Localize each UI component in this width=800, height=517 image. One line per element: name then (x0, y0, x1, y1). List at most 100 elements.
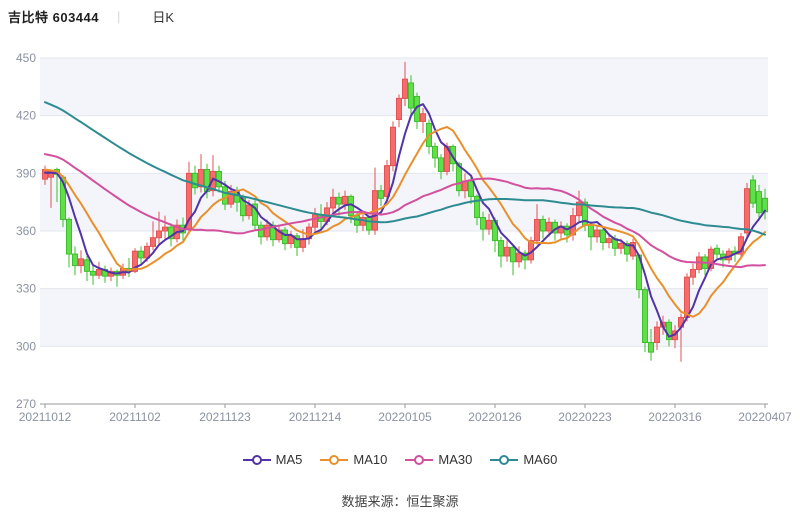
candle-body (408, 82, 414, 109)
legend-item-ma5[interactable]: MA5 (242, 452, 303, 467)
candle-body (138, 250, 144, 259)
data-source-note: 数据来源：恒生聚源 (341, 494, 459, 509)
candle-body (192, 172, 198, 189)
candle-body (690, 268, 696, 278)
candle-body (66, 218, 72, 255)
candle-body (642, 289, 648, 343)
y-axis-label: 300 (16, 339, 36, 353)
candle-body (264, 224, 270, 238)
candle-body (366, 217, 372, 231)
x-axis-label: 20211012 (19, 410, 72, 424)
legend-item-ma30[interactable]: MA30 (405, 452, 472, 467)
candle-body (450, 145, 456, 165)
x-axis-label: 20211102 (109, 410, 161, 424)
legend-line-marker-icon (490, 454, 519, 465)
x-axis-label: 20220316 (648, 410, 702, 424)
candle-body (756, 191, 762, 214)
ma5-line (44, 103, 766, 338)
x-axis-label: 20220105 (378, 410, 432, 424)
y-axis-label: 450 (16, 51, 36, 65)
x-axis-label: 20220223 (558, 410, 612, 424)
legend-label: MA10 (353, 452, 388, 467)
candle-body (96, 268, 102, 276)
candle-body (294, 235, 300, 248)
legend-line-marker-icon (405, 454, 434, 465)
legend-item-ma10[interactable]: MA10 (320, 452, 387, 467)
candle-body (276, 229, 282, 241)
candle-body (744, 188, 750, 234)
candle-body (600, 229, 606, 244)
candle-body (510, 246, 516, 263)
y-axis-label: 330 (16, 282, 36, 296)
candle-body (432, 145, 438, 159)
candle-body (156, 230, 162, 239)
candle-body (84, 259, 90, 272)
candle-body (342, 195, 348, 205)
candle-body (396, 97, 402, 121)
plot-band (40, 346, 768, 404)
candle-body (246, 204, 252, 217)
plot-band (40, 115, 768, 174)
candle-body (468, 180, 474, 197)
x-axis-label: 20220126 (468, 410, 522, 424)
candle-body (336, 196, 342, 205)
ma30-line (44, 153, 766, 269)
candle-body (402, 78, 408, 99)
candle-body (540, 218, 546, 232)
x-axis-label: 20211214 (289, 410, 342, 424)
chart-legend: MA5 MA10 MA30 MA60 (0, 452, 800, 467)
ma10-line (44, 126, 766, 318)
y-axis-label: 420 (16, 109, 36, 123)
candle-body (378, 190, 384, 199)
candle-body (624, 242, 630, 255)
y-axis-label: 270 (16, 397, 36, 411)
ma60-line (44, 101, 766, 236)
candle-body (750, 179, 756, 204)
candle-body (708, 248, 714, 269)
candle-body (150, 237, 156, 247)
x-axis-label: 20211123 (199, 410, 251, 424)
candle-body (216, 170, 222, 188)
candle-body (576, 201, 582, 217)
candle-body (132, 250, 138, 272)
candle-body (252, 203, 258, 226)
candle-body (384, 165, 390, 197)
candle-body (258, 224, 264, 238)
legend-label: MA30 (438, 452, 473, 467)
candle-body (330, 196, 336, 209)
candle-body (222, 186, 228, 205)
legend-item-ma60[interactable]: MA60 (490, 452, 557, 467)
candle-body (72, 253, 78, 267)
candle-body (714, 247, 720, 255)
candle-body (480, 217, 486, 230)
y-axis-label: 390 (16, 166, 36, 180)
candle-body (312, 214, 318, 228)
x-axis-label: 20220407 (738, 410, 792, 424)
plot-band (40, 173, 768, 231)
candle-body (618, 242, 624, 249)
candle-body (162, 226, 168, 232)
candle-body (420, 113, 426, 122)
candle-body (594, 229, 600, 238)
header-divider: | (117, 9, 121, 24)
candle-body (504, 246, 510, 257)
candle-body (588, 224, 594, 238)
candle-body (654, 326, 660, 343)
candle-body (390, 126, 396, 167)
candle-body (78, 258, 84, 267)
legend-label: MA5 (275, 452, 303, 467)
candle-body (498, 240, 504, 257)
candle-body (474, 195, 480, 219)
candle-body (210, 170, 216, 192)
candle-body (228, 191, 234, 205)
candle-body (486, 219, 492, 230)
candle-body (42, 168, 48, 180)
y-axis-label: 360 (16, 224, 36, 238)
candle-body (90, 270, 96, 276)
candle-body (456, 163, 462, 192)
candle-body (438, 157, 444, 172)
legend-label: MA60 (523, 452, 558, 467)
chart-header: 吉比特 603444 | 日K (8, 7, 174, 26)
legend-line-marker-icon (320, 454, 349, 465)
